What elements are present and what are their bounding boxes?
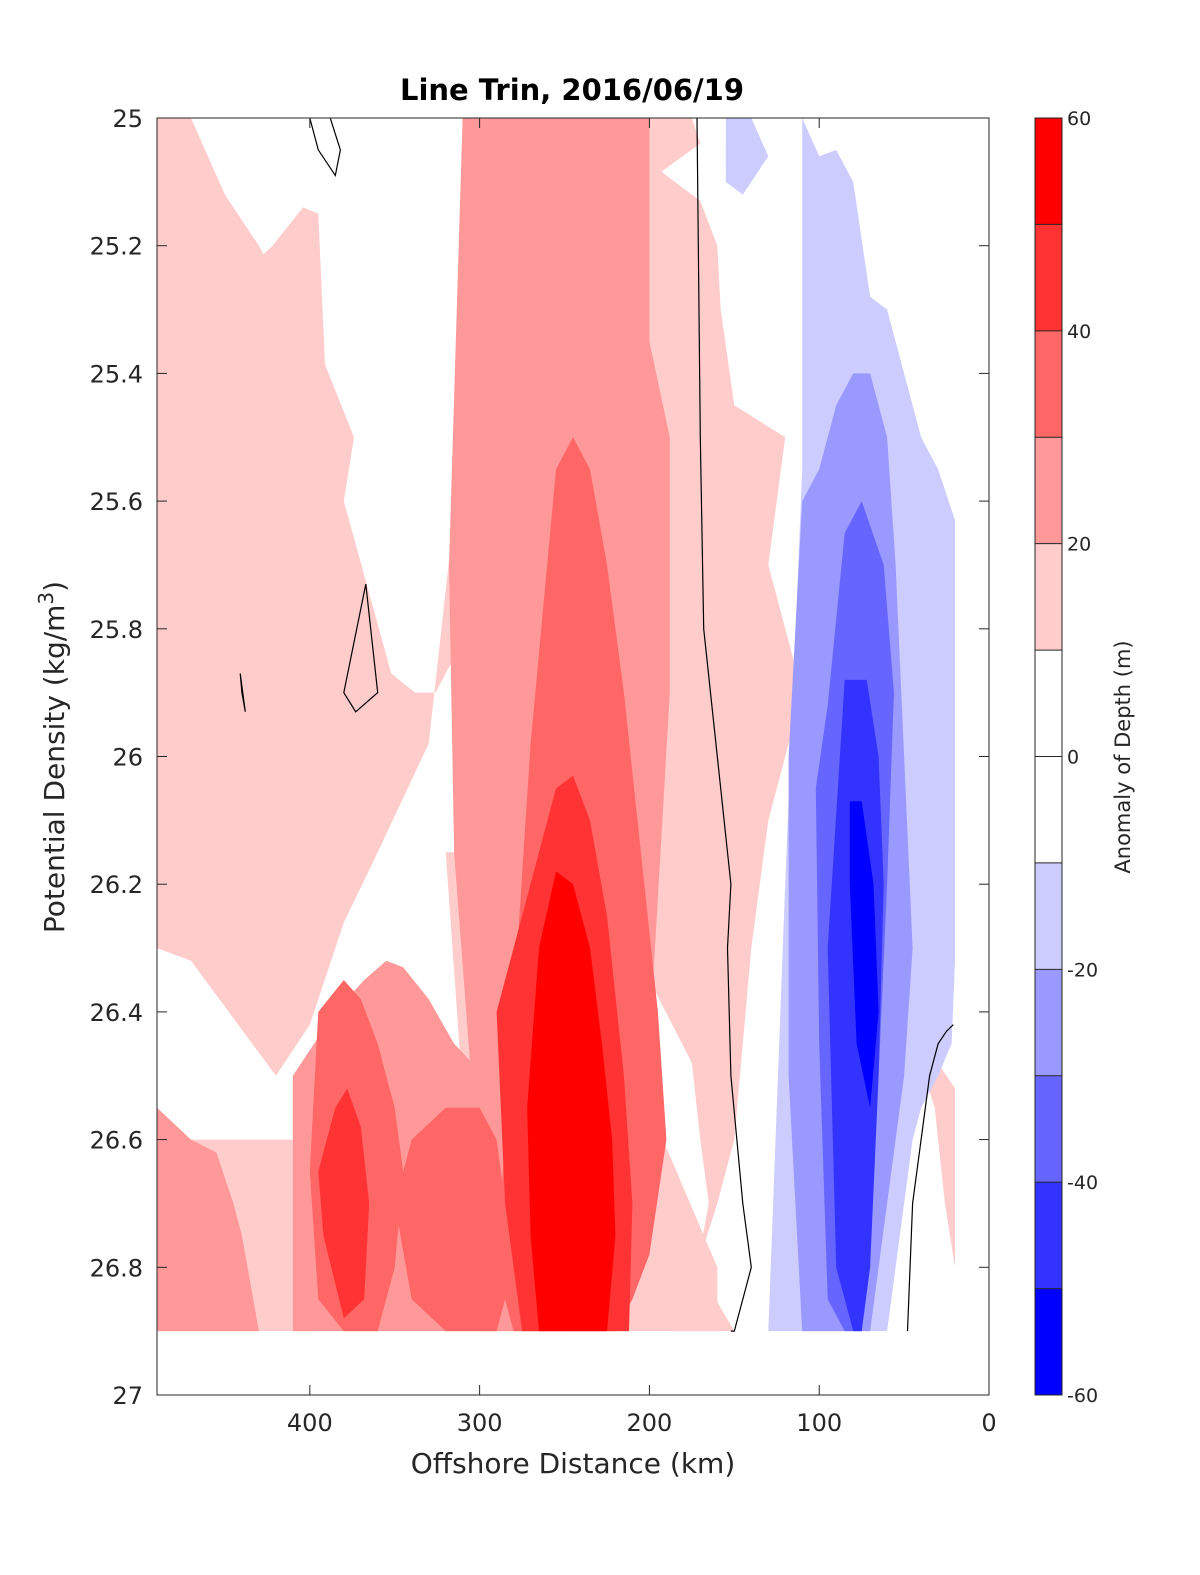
contour-region-crimson-12 — [318, 1088, 370, 1319]
contour-region-scarlet-13 — [527, 871, 616, 1332]
x-axis: 400 300 200 100 0 — [287, 118, 997, 1437]
y-tick-label: 25.2 — [90, 233, 143, 261]
colorbar-band — [1035, 650, 1062, 757]
colorbar-tick-label: -20 — [1067, 959, 1098, 981]
y-tick-label: 27 — [112, 1382, 143, 1410]
x-tick-label: 100 — [796, 1409, 842, 1437]
chart-title: Line Trin, 2016/06/19 — [400, 73, 744, 107]
colorbar-band — [1035, 330, 1062, 438]
colorbar-tick-label: 20 — [1067, 534, 1091, 556]
x-tick-label: 0 — [981, 1409, 996, 1437]
x-tick-label: 200 — [627, 1409, 673, 1437]
colorbar-band — [1035, 1075, 1062, 1183]
y-tick-label: 25 — [112, 105, 143, 133]
contour-fills — [157, 118, 956, 1332]
y-axis: 25 25.2 25.4 25.6 25.8 26 26.2 26.4 26.6 26.8 27 — [90, 105, 989, 1410]
y-tick-label: 26 — [112, 744, 143, 772]
y-tick-label: 25.4 — [90, 360, 143, 388]
colorbar-tick-label: -60 — [1067, 1385, 1098, 1407]
colorbar-band — [1035, 224, 1062, 331]
y-tick-label: 26.2 — [90, 871, 143, 899]
colorbar-tick-label: 60 — [1067, 108, 1091, 130]
contour-region-pink-4 — [917, 1063, 955, 1268]
zero-contour-line-3 — [343, 583, 379, 713]
contour-region-blue1-19 — [849, 801, 879, 1108]
x-axis-title: Offshore Distance (km) — [411, 1447, 736, 1480]
contour-region-red-10 — [394, 1107, 514, 1332]
colorbar: 60 40 20 0 -20 -40 -60 — [1034, 108, 1098, 1407]
colorbar-band — [1035, 756, 1062, 863]
x-tick-label: 300 — [457, 1409, 503, 1437]
zero-contour-line-2 — [309, 118, 342, 178]
y-tick-label: 26.4 — [90, 999, 143, 1027]
colorbar-band — [1035, 1288, 1062, 1395]
y-axis-title-close: ) — [38, 581, 71, 592]
colorbar-band — [1035, 543, 1062, 651]
contour-region-lav-15 — [725, 118, 769, 195]
y-tick-label: 26.8 — [90, 1254, 143, 1282]
colorbar-tick-label: 40 — [1067, 321, 1091, 343]
y-axis-title-main: Potential Density (kg/m — [38, 605, 71, 934]
colorbar-band — [1035, 1182, 1062, 1289]
colorbar-band — [1035, 118, 1062, 225]
zero-contour-line-1 — [906, 1024, 954, 1332]
y-axis-title-sup: 3 — [34, 592, 58, 605]
y-tick-label: 26.6 — [90, 1127, 143, 1155]
plot-area — [157, 118, 989, 1395]
colorbar-tick-label: 0 — [1067, 747, 1079, 769]
contour-region-pink-1 — [258, 207, 327, 591]
zero-contour-line-4 — [239, 673, 246, 712]
y-tick-label: 25.8 — [90, 616, 143, 644]
colorbar-title: Anomaly of Depth (m) — [1111, 640, 1135, 873]
colorbar-band — [1035, 437, 1062, 544]
colorbar-band — [1035, 862, 1062, 970]
zero-contour-line-0 — [696, 118, 752, 1332]
contour-region-salmon-6 — [157, 1107, 259, 1332]
colorbar-band — [1035, 969, 1062, 1076]
zero-contour-lines — [239, 118, 954, 1332]
colorbar-tick-label: -40 — [1067, 1172, 1098, 1194]
y-tick-label: 25.6 — [90, 488, 143, 516]
x-tick-label: 400 — [287, 1409, 333, 1437]
y-axis-title: Potential Density (kg/m3) — [34, 581, 71, 933]
